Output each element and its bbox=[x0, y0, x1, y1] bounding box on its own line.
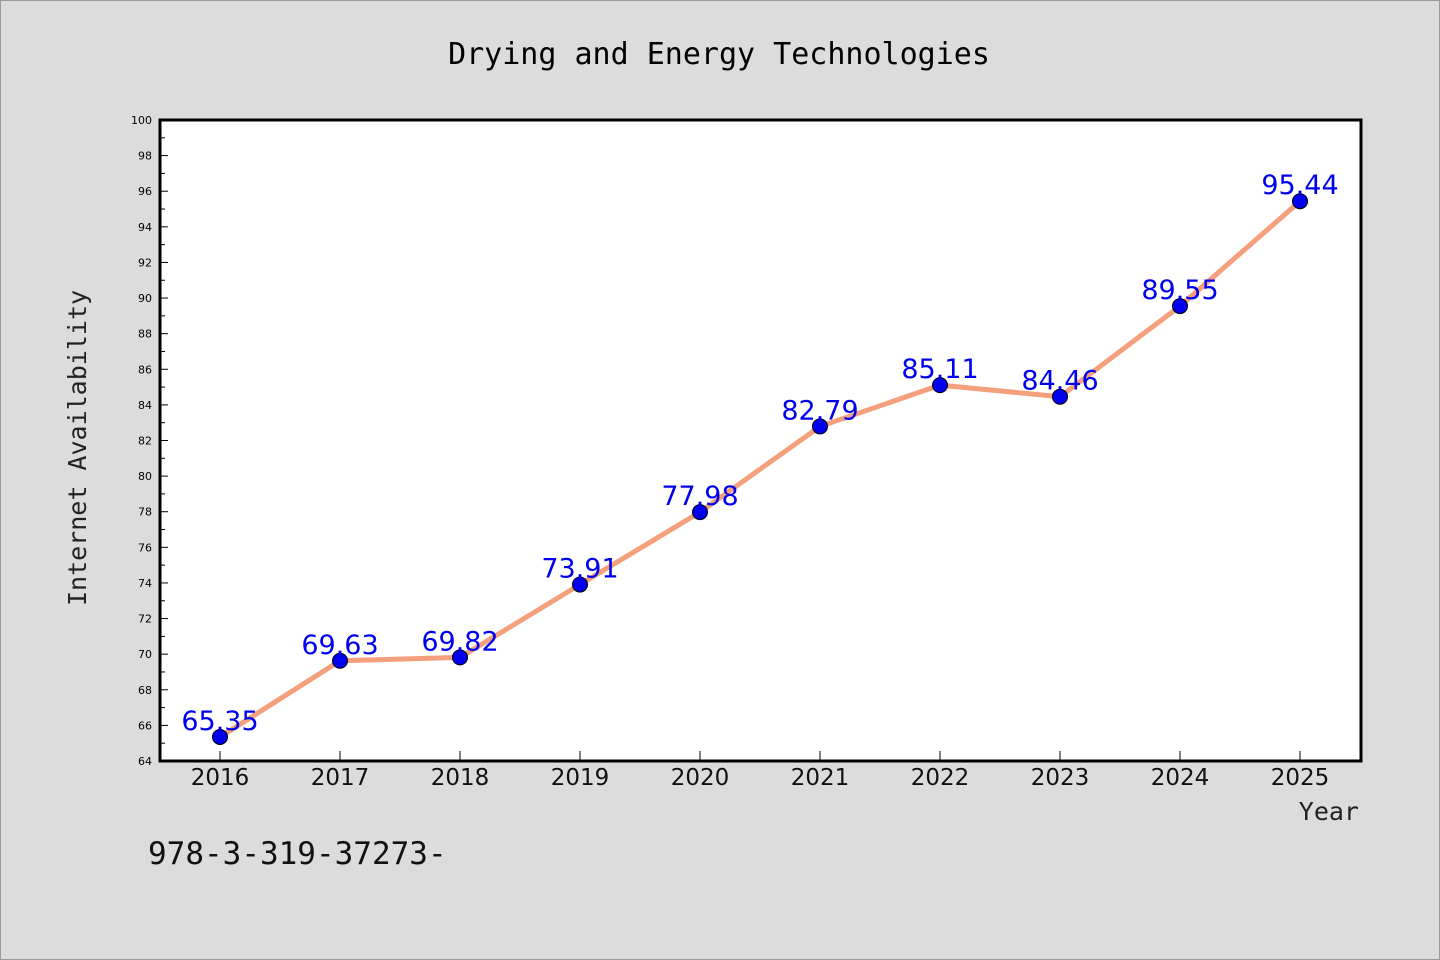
data-label: 84.46 bbox=[1021, 366, 1098, 397]
data-point bbox=[812, 418, 828, 435]
y-axis-label: Internet Availability bbox=[63, 290, 92, 606]
chart-title: Drying and Energy Technologies bbox=[448, 37, 990, 72]
footer-text: 978-3-319-37273- bbox=[148, 836, 447, 872]
data-point bbox=[452, 649, 468, 666]
y-tick-label: 74 bbox=[138, 577, 152, 590]
data-point bbox=[1172, 298, 1188, 315]
plot-area bbox=[158, 118, 1363, 763]
y-tick-label: 68 bbox=[138, 684, 152, 697]
x-tick-label: 2022 bbox=[911, 765, 970, 791]
y-tick-label: 70 bbox=[138, 648, 152, 661]
y-tick-label: 72 bbox=[138, 613, 152, 626]
x-tick-label: 2020 bbox=[671, 765, 730, 791]
data-point bbox=[692, 504, 708, 521]
x-tick-label: 2024 bbox=[1151, 765, 1210, 791]
x-tick-label: 2023 bbox=[1031, 765, 1090, 791]
y-axis: 64 66 68 70 72 74 76 78 80 82 84 86 88 90 92 94 96 98 100 bbox=[131, 114, 168, 768]
data-label: 89.55 bbox=[1141, 275, 1218, 306]
x-tick-label: 2025 bbox=[1271, 765, 1330, 791]
x-tick-label: 2016 bbox=[191, 765, 250, 791]
y-tick-label: 100 bbox=[131, 114, 152, 127]
y-tick-label: 84 bbox=[138, 399, 152, 412]
x-axis: 2016 2017 2018 2019 2020 2021 2022 2023 2024 2025 bbox=[191, 751, 1330, 791]
y-tick-label: 80 bbox=[138, 470, 152, 483]
data-label: 69.82 bbox=[421, 626, 498, 657]
data-label: 69.63 bbox=[301, 630, 378, 661]
y-tick-label: 82 bbox=[138, 435, 152, 448]
y-tick-label: 94 bbox=[138, 221, 152, 234]
y-tick-label: 88 bbox=[138, 328, 152, 341]
y-tick-label: 66 bbox=[138, 719, 152, 732]
data-labels: 65.35 69.63 69.82 73.91 77.98 82.79 85.11 84.46… bbox=[181, 170, 1338, 737]
x-axis-label: Year bbox=[1299, 797, 1359, 826]
y-tick-label: 92 bbox=[138, 256, 152, 269]
y-tick-label: 64 bbox=[138, 755, 152, 768]
data-label: 95.44 bbox=[1261, 170, 1338, 201]
data-label: 77.98 bbox=[661, 481, 738, 512]
x-tick-label: 2017 bbox=[311, 765, 370, 791]
y-tick-label: 86 bbox=[138, 363, 152, 376]
data-point bbox=[1052, 388, 1068, 405]
data-label: 65.35 bbox=[181, 706, 258, 737]
data-point bbox=[332, 652, 348, 669]
y-tick-label: 98 bbox=[138, 150, 152, 163]
x-tick-label: 2021 bbox=[791, 765, 850, 791]
series-line bbox=[217, 198, 1303, 740]
y-tick-label: 90 bbox=[138, 292, 152, 305]
data-point bbox=[932, 377, 948, 394]
data-point bbox=[1292, 193, 1308, 210]
data-label: 73.91 bbox=[541, 554, 618, 585]
y-tick-label: 78 bbox=[138, 506, 152, 519]
y-tick-label: 96 bbox=[138, 185, 152, 198]
y-tick-label: 76 bbox=[138, 541, 152, 554]
x-tick-label: 2019 bbox=[551, 765, 610, 791]
data-label: 85.11 bbox=[901, 354, 978, 385]
x-tick-label: 2018 bbox=[431, 765, 490, 791]
data-label: 82.79 bbox=[781, 395, 858, 426]
data-markers bbox=[212, 193, 1308, 745]
data-point bbox=[572, 576, 588, 593]
data-point bbox=[212, 728, 228, 745]
